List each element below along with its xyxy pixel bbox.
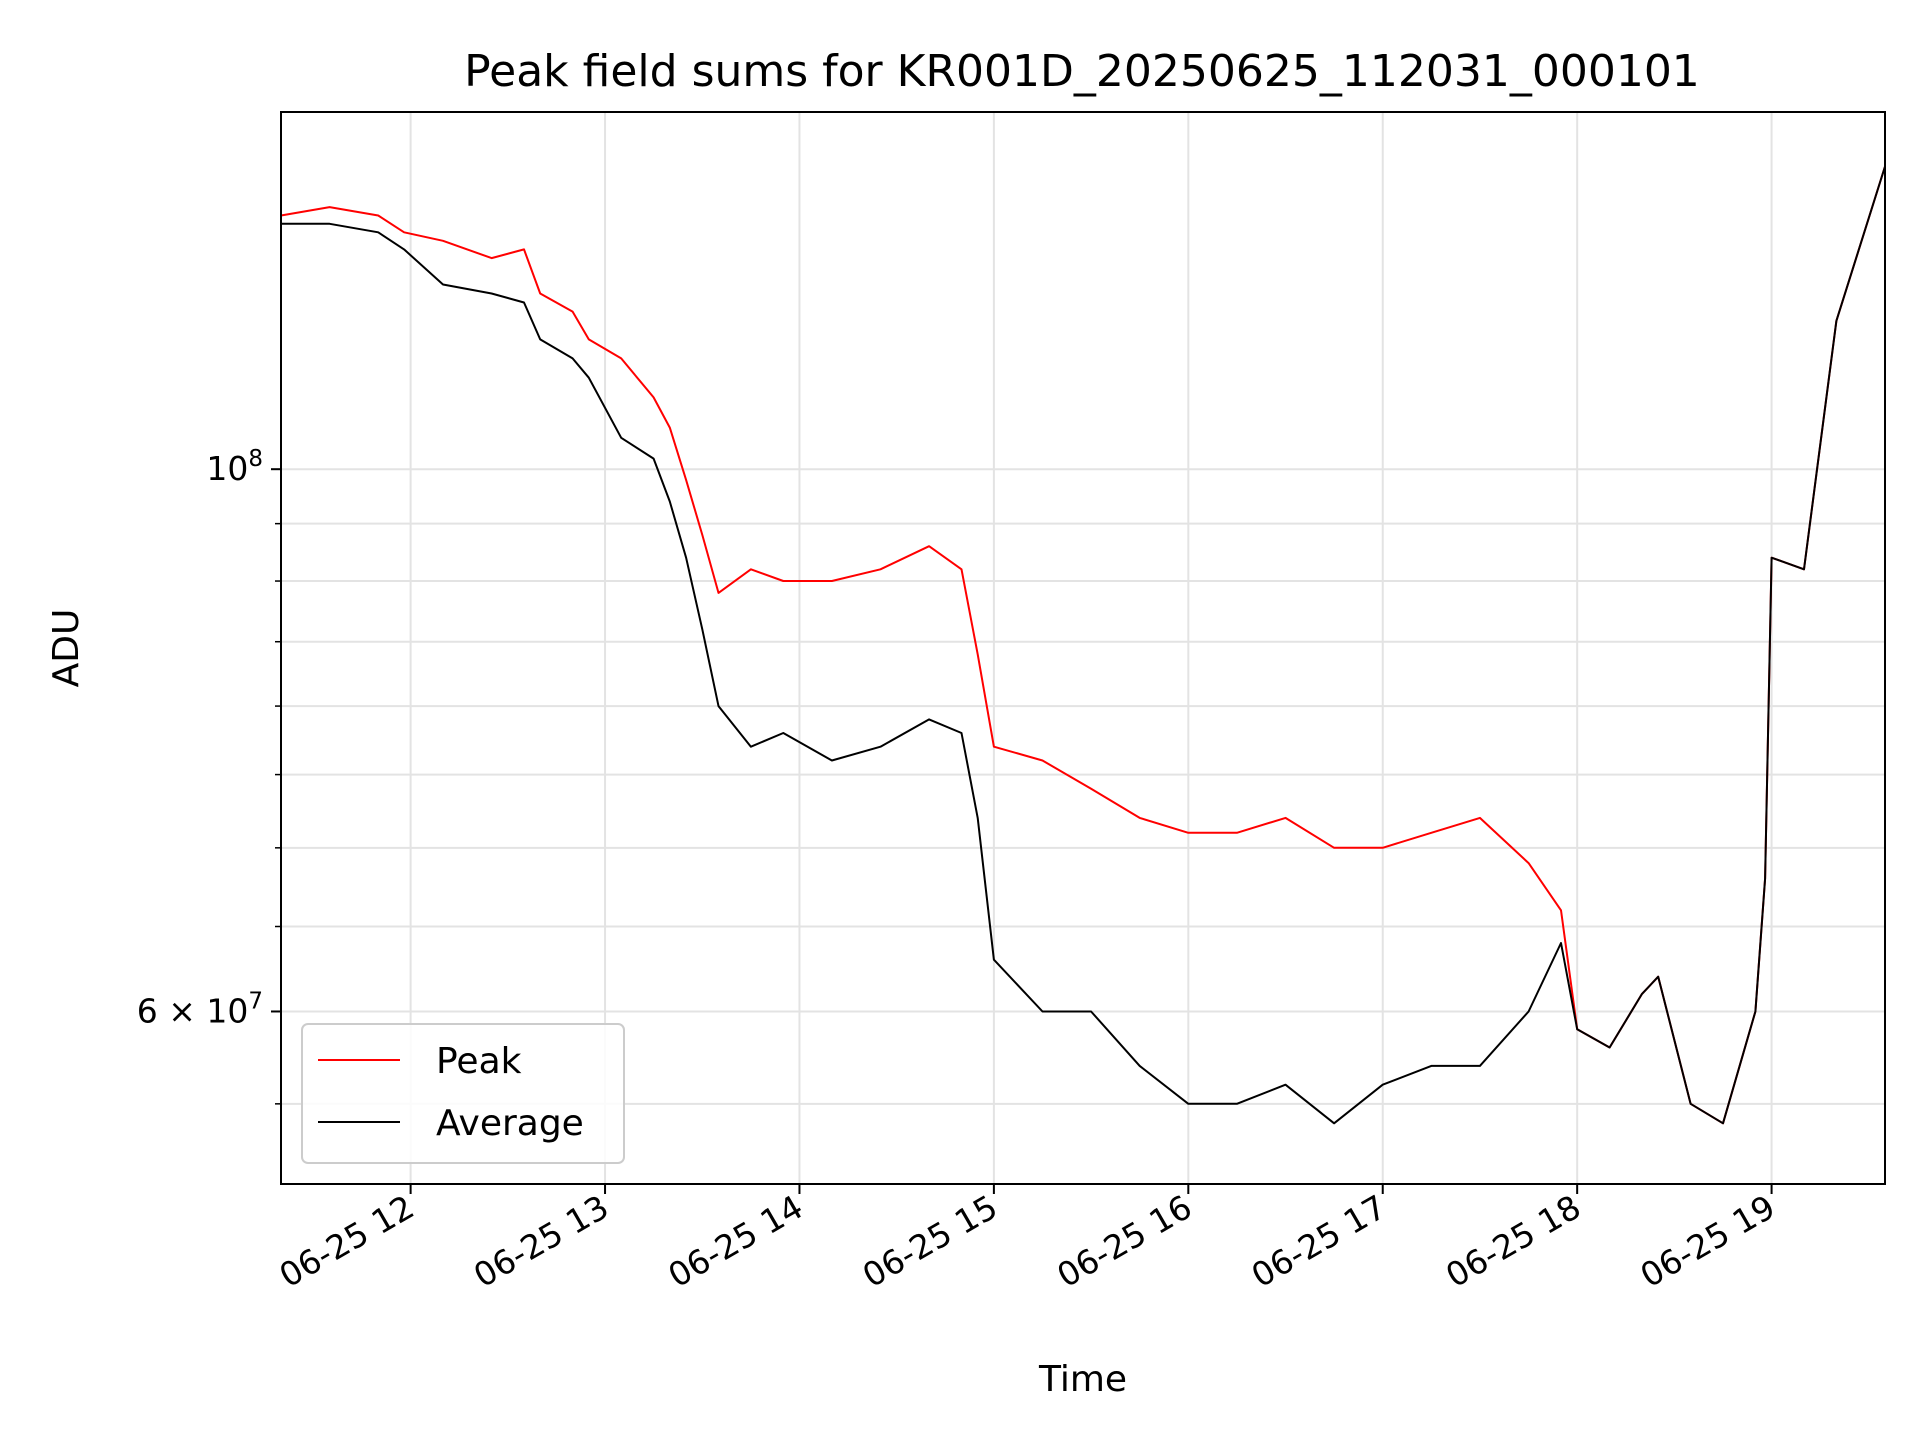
x-axis-label: Time bbox=[1038, 1359, 1127, 1400]
legend: Peak Average bbox=[301, 1023, 625, 1164]
legend-label-peak: Peak bbox=[436, 1041, 522, 1082]
series-lines bbox=[280, 166, 1886, 1125]
y-tick-mantissa: 6 × 10 bbox=[137, 991, 249, 1030]
y-tick-exponent: 8 bbox=[248, 446, 263, 472]
y-tick-label: 6 × 107 bbox=[137, 988, 263, 1030]
y-axis-label: ADU bbox=[46, 609, 87, 688]
legend-label-average: Average bbox=[436, 1103, 584, 1144]
series-line-average bbox=[281, 166, 1886, 1125]
y-tick-exponent: 7 bbox=[248, 988, 263, 1014]
y-tick-label: 108 bbox=[206, 446, 263, 488]
y-axis-ticks: 108 6 × 107 bbox=[137, 446, 281, 1105]
y-tick-mantissa: 10 bbox=[206, 449, 248, 488]
plot-frame bbox=[280, 111, 1886, 1185]
legend-box bbox=[301, 1023, 625, 1164]
chart-title: Peak field sums for KR001D_20250625_1120… bbox=[464, 46, 1700, 97]
